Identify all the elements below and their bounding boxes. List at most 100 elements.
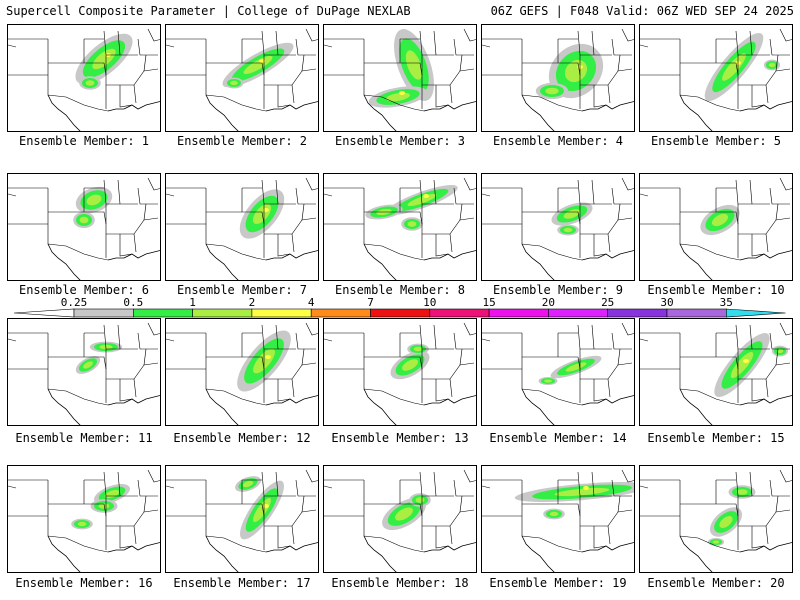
- state-boundary: [295, 332, 316, 350]
- state-boundary: [277, 85, 291, 108]
- state-boundary: [765, 84, 769, 104]
- state-boundary: [433, 324, 437, 350]
- state-boundary: [749, 179, 753, 205]
- state-boundary: [166, 44, 175, 48]
- coastline: [47, 243, 160, 280]
- state-boundary: [621, 177, 634, 191]
- state-boundary: [775, 495, 779, 513]
- state-boundary: [305, 177, 318, 191]
- scp-contour: [544, 379, 552, 383]
- state-boundary: [751, 526, 765, 549]
- state-boundary: [775, 54, 779, 72]
- scp-contour: [545, 87, 559, 95]
- map-svg: [482, 28, 634, 131]
- map-svg: [324, 469, 476, 572]
- state-boundary: [305, 28, 318, 42]
- state-boundary: [206, 503, 265, 517]
- state-boundary: [591, 30, 595, 56]
- state-boundary: [103, 30, 138, 56]
- state-boundary: [735, 471, 770, 497]
- ensemble-member-caption: Ensemble Member: 19: [489, 576, 627, 590]
- state-boundary: [305, 322, 318, 336]
- scp-contour: [83, 361, 93, 369]
- state-boundary: [577, 179, 612, 205]
- scp-contour: [554, 487, 610, 497]
- coastline: [521, 388, 634, 425]
- state-boundary: [419, 471, 454, 497]
- state-boundary: [301, 203, 305, 221]
- state-boundary: [522, 503, 581, 517]
- colorbar-tick-label: 0.5: [123, 296, 144, 309]
- state-boundary: [133, 525, 137, 545]
- state-boundary: [679, 480, 741, 553]
- state-boundary: [8, 485, 17, 489]
- state-boundary: [751, 85, 765, 108]
- state-boundary: [133, 362, 159, 380]
- state-boundary: [261, 30, 296, 56]
- state-boundary: [593, 526, 607, 549]
- state-boundary: [522, 211, 581, 225]
- ensemble-member-caption: Ensemble Member: 8: [334, 283, 466, 297]
- state-boundary: [640, 485, 649, 489]
- state-boundary: [751, 234, 765, 257]
- state-boundary: [449, 378, 453, 398]
- state-boundary: [295, 187, 316, 205]
- scp-contour-max: [259, 59, 265, 63]
- state-boundary: [735, 324, 770, 350]
- colorbar-tick-label: 15: [482, 296, 496, 309]
- state-boundary: [449, 233, 453, 253]
- colorbar-bin: [133, 308, 193, 318]
- state-boundary: [133, 68, 159, 86]
- state-boundary: [261, 324, 296, 350]
- state-boundary: [679, 333, 741, 406]
- state-boundary: [459, 495, 463, 513]
- coastline: [47, 388, 160, 425]
- state-boundary: [617, 54, 621, 72]
- state-boundary: [435, 379, 449, 402]
- state-boundary: [765, 362, 791, 380]
- scp-contour: [563, 227, 573, 233]
- map-svg: [8, 177, 160, 280]
- state-boundary: [277, 379, 291, 402]
- scp-contour: [243, 55, 273, 75]
- state-boundary: [364, 211, 423, 225]
- state-boundary: [769, 187, 790, 205]
- map-svg: [640, 177, 792, 280]
- state-boundary: [463, 177, 476, 191]
- state-boundary: [522, 62, 581, 76]
- ensemble-map-panel-17: [165, 465, 319, 573]
- state-boundary: [679, 39, 741, 112]
- coastline: [679, 388, 792, 425]
- state-boundary: [305, 469, 318, 483]
- state-boundary: [205, 333, 267, 406]
- colorbar-tick-label: 4: [307, 296, 315, 309]
- state-boundary: [275, 30, 279, 56]
- state-boundary: [291, 233, 295, 253]
- state-boundary: [291, 84, 295, 104]
- state-boundary: [453, 479, 474, 497]
- colorbar-tick-label: 20: [541, 296, 556, 309]
- state-boundary: [117, 30, 121, 56]
- state-boundary: [765, 525, 769, 545]
- colorbar-tick-label: 1: [189, 296, 196, 309]
- coastline: [521, 243, 634, 280]
- state-boundary: [640, 193, 649, 197]
- state-boundary: [735, 179, 770, 205]
- state-boundary: [607, 525, 611, 545]
- state-boundary: [206, 211, 265, 225]
- state-boundary: [47, 188, 109, 261]
- colorbar-tick-label: 10: [423, 296, 437, 309]
- state-boundary: [680, 356, 739, 370]
- state-boundary: [607, 217, 633, 235]
- scp-contour: [402, 359, 418, 371]
- state-boundary: [147, 469, 160, 483]
- state-boundary: [363, 333, 425, 406]
- state-boundary: [593, 379, 607, 402]
- state-boundary: [119, 234, 133, 257]
- state-boundary: [324, 193, 333, 197]
- scp-contour: [722, 53, 746, 81]
- ensemble-member-caption: Ensemble Member: 12: [173, 431, 311, 445]
- state-boundary: [206, 356, 265, 370]
- ensemble-map-panel-11: [7, 318, 161, 426]
- colorbar-bin: [73, 308, 134, 318]
